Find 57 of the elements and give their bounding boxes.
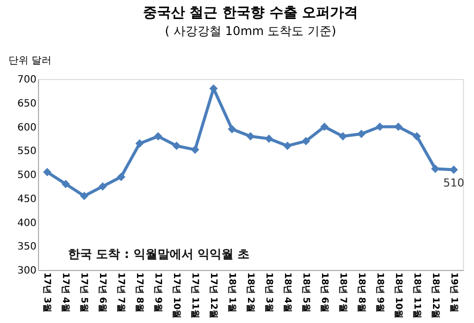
y-tick-label: 600: [17, 122, 36, 134]
x-tick-label: 17년 5월: [78, 272, 89, 312]
point: [98, 182, 107, 191]
y-tick-label: 650: [17, 98, 36, 110]
data-label: 510: [443, 176, 464, 190]
x-tick-label: 18년 11월: [411, 272, 422, 319]
x-tick-label: 18년 8월: [356, 272, 366, 312]
x-tick-label: 18년 6월: [318, 272, 329, 312]
x-tick-label: 17년 7월: [116, 272, 126, 312]
point: [116, 172, 126, 182]
point: [43, 168, 52, 176]
point: [450, 166, 458, 174]
x-tick-label: 18년 7월: [337, 272, 348, 312]
point: [135, 139, 144, 148]
point: [80, 192, 88, 200]
point: [431, 164, 440, 173]
chart-subtitle: ( 사강강철 10mm 도착도 기준): [164, 24, 336, 38]
point: [302, 136, 310, 146]
x-tick-label: 18년 2월: [245, 272, 255, 312]
y-tick-label: 400: [17, 218, 36, 229]
x-tick-label: 17년 6월: [97, 272, 108, 312]
x-tick-label: 17년 4월: [60, 272, 70, 312]
x-tick-label: 18년 10월: [392, 272, 403, 319]
y-tick-label: 500: [17, 170, 36, 181]
x-tick-label: 18년 1월: [226, 272, 237, 312]
x-tick-label: 17년 12월: [208, 272, 218, 319]
x-tick-label: 17년 3월: [42, 272, 52, 312]
point: [172, 142, 181, 150]
x-tick-label: 17년 11월: [190, 272, 200, 319]
x-tick-label: 19년 1월: [448, 272, 458, 312]
x-tick-label: 17년 10월: [171, 272, 182, 319]
x-tick-label: 18년 9월: [374, 272, 384, 312]
point: [283, 142, 292, 150]
annotation: 한국 도착 : 익월말에서 익익월 초: [68, 247, 250, 261]
point: [264, 134, 274, 143]
point: [412, 132, 421, 140]
y-tick-label: 300: [17, 266, 36, 276]
y-axis-title: 단위 달러: [8, 56, 52, 66]
point: [154, 132, 162, 140]
point: [357, 130, 366, 138]
y-tick-label: 350: [17, 242, 36, 253]
point: [246, 132, 255, 140]
y-tick-label: 700: [17, 74, 36, 86]
point: [62, 180, 70, 188]
x-tick-label: 17년 9월: [152, 272, 163, 312]
point: [338, 132, 348, 140]
point: [228, 124, 236, 134]
point: [190, 145, 200, 154]
x-tick-label: 17년 8월: [134, 272, 144, 312]
y-tick-label: 450: [17, 194, 36, 205]
chart-title: 중국산 철근 한국향 수출 오퍼가격: [142, 5, 358, 21]
x-tick-label: 18년 12월: [430, 272, 440, 319]
x-tick-label: 18년 4월: [282, 272, 292, 312]
x-tick-label: 18년 3월: [263, 272, 274, 312]
point: [320, 122, 329, 131]
y-tick-label: 550: [17, 146, 36, 158]
x-tick-label: 18년 5월: [300, 272, 310, 312]
